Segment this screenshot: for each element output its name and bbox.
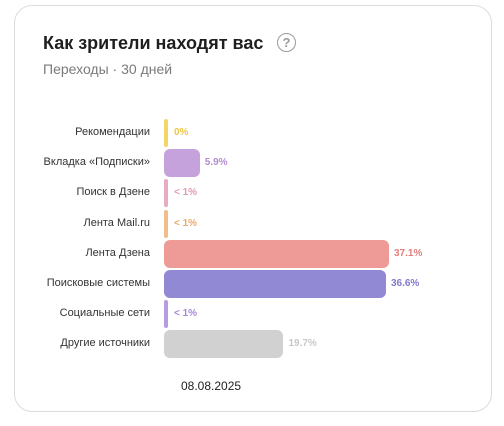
value-label: < 1% [174, 187, 198, 199]
chart-title: Как зрители находят вас [43, 33, 264, 53]
category-label: Социальные сети [59, 307, 150, 320]
category-label: Поисковые системы [46, 277, 150, 289]
value-label: < 1% [174, 308, 198, 320]
value-label: 5.9% [204, 157, 228, 169]
value-label: 19.7% [288, 338, 317, 350]
category-label: Вкладка «Подписки» [43, 156, 150, 169]
value-label: 0% [174, 127, 189, 138]
bar[interactable] [164, 179, 168, 208]
question-circle-icon[interactable]: ? [277, 33, 296, 52]
value-label: 36.6% [390, 278, 420, 289]
category-label: Лента Mail.ru [83, 216, 150, 229]
chart-date: 08.08.2025 [181, 379, 242, 393]
value-label: 37.1% [394, 247, 423, 259]
category-label: Поиск в Дзене [76, 186, 150, 199]
bar[interactable] [164, 209, 168, 238]
bar[interactable] [164, 330, 284, 359]
bar[interactable] [164, 149, 200, 178]
category-label: Другие источники [60, 337, 150, 350]
bar[interactable] [164, 270, 386, 298]
bar[interactable] [164, 239, 389, 268]
value-label: < 1% [174, 217, 198, 229]
category-label: Лента Дзена [85, 246, 150, 259]
bar[interactable] [164, 119, 168, 147]
chart-subtitle: Переходы · 30 дней [43, 61, 173, 77]
bar[interactable] [164, 300, 168, 329]
category-label: Рекомендации [75, 126, 150, 138]
